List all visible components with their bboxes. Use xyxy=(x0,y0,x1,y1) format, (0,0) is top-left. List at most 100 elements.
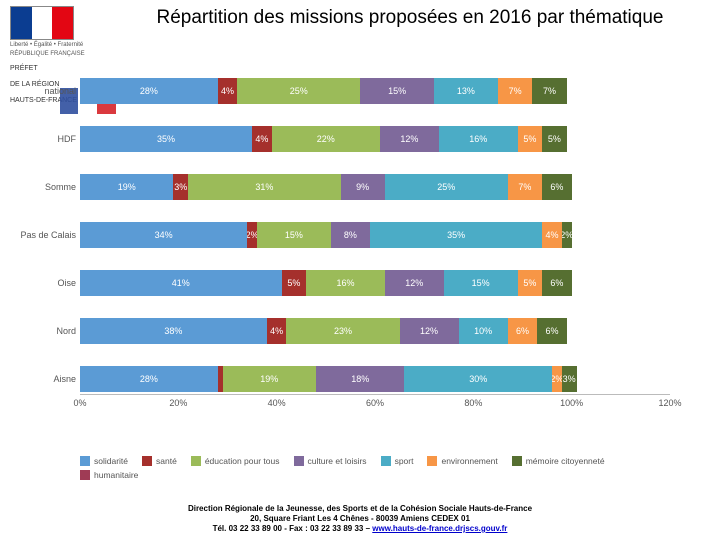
legend-item-solidarite: solidarité xyxy=(80,456,128,466)
bar-segment-memoire: 5% xyxy=(542,126,567,152)
legend-swatch xyxy=(427,456,437,466)
bar-segment-sport: 30% xyxy=(404,366,552,392)
bar-segment-solidarite: 19% xyxy=(80,174,173,200)
row-label: Aisne xyxy=(8,374,76,384)
bar-segment-education: 22% xyxy=(272,126,380,152)
footer-link[interactable]: www.hauts-de-france.drjscs.gouv.fr xyxy=(372,524,507,533)
legend: solidarité santé éducation pour tous cultur… xyxy=(80,456,670,480)
bar-segment-memoire: 6% xyxy=(542,270,572,296)
bar-segment-culture: 15% xyxy=(360,78,434,104)
row-label: Somme xyxy=(8,182,76,192)
legend-label: culture et loisirs xyxy=(308,456,367,466)
legend-label: mémoire citoyenneté xyxy=(526,456,605,466)
logo-motto: Liberté • Égalité • Fraternité xyxy=(10,42,110,49)
bar-segment-sport: 15% xyxy=(444,270,518,296)
chart-row: Nord38%4%23%12%10%6%6% xyxy=(80,318,670,344)
row-label: national xyxy=(8,86,76,96)
bar-segment-sante: 5% xyxy=(282,270,307,296)
stacked-bar: 38%4%23%12%10%6%6% xyxy=(80,318,567,344)
legend-swatch xyxy=(512,456,522,466)
stacked-bar: 28%19%18%30%2%3% xyxy=(80,366,577,392)
bar-segment-education: 31% xyxy=(188,174,340,200)
chart-row: HDF35%4%22%12%16%5%5% xyxy=(80,126,670,152)
footer-line-1: Direction Régionale de la Jeunesse, des … xyxy=(0,504,720,514)
legend-swatch xyxy=(80,456,90,466)
chart-row: Oise41%5%16%12%15%5%6% xyxy=(80,270,670,296)
bar-segment-environnement: 5% xyxy=(518,270,543,296)
stacked-bar: 34%2%15%8%35%4%2% xyxy=(80,222,572,248)
stacked-bar: 19%3%31%9%25%7%6% xyxy=(80,174,572,200)
bar-segment-sport: 25% xyxy=(385,174,508,200)
legend-label: environnement xyxy=(441,456,497,466)
bar-segment-memoire: 6% xyxy=(542,174,572,200)
bar-segment-education: 23% xyxy=(286,318,399,344)
chart: national28%4%25%15%13%7%7%HDF35%4%22%12%… xyxy=(80,78,670,438)
bar-segment-culture: 12% xyxy=(400,318,459,344)
bar-segment-culture: 8% xyxy=(331,222,370,248)
legend-swatch xyxy=(80,470,90,480)
bar-segment-solidarite: 28% xyxy=(80,366,218,392)
legend-label: sport xyxy=(395,456,414,466)
prefet-line1: PRÉFET xyxy=(10,65,110,73)
row-label: HDF xyxy=(8,134,76,144)
legend-swatch xyxy=(294,456,304,466)
legend-item-education: éducation pour tous xyxy=(191,456,280,466)
x-tick: 100% xyxy=(560,398,583,408)
bar-segment-solidarite: 34% xyxy=(80,222,247,248)
bar-segment-environnement: 7% xyxy=(498,78,532,104)
chart-row: Somme19%3%31%9%25%7%6% xyxy=(80,174,670,200)
bar-segment-culture: 12% xyxy=(385,270,444,296)
x-tick: 20% xyxy=(169,398,187,408)
x-tick: 60% xyxy=(366,398,384,408)
row-label: Oise xyxy=(8,278,76,288)
x-tick: 80% xyxy=(464,398,482,408)
bar-segment-education: 15% xyxy=(257,222,331,248)
bar-segment-environnement: 6% xyxy=(508,318,538,344)
chart-row: national28%4%25%15%13%7%7% xyxy=(80,78,670,104)
legend-item-culture: culture et loisirs xyxy=(294,456,367,466)
bar-segment-environnement: 2% xyxy=(552,366,562,392)
legend-label: santé xyxy=(156,456,177,466)
bar-segment-memoire: 2% xyxy=(562,222,572,248)
bar-segment-environnement: 7% xyxy=(508,174,542,200)
legend-item-sport: sport xyxy=(381,456,414,466)
bar-segment-memoire: 6% xyxy=(537,318,567,344)
x-tick: 40% xyxy=(268,398,286,408)
legend-item-sante: santé xyxy=(142,456,177,466)
bar-segment-sante: 4% xyxy=(267,318,287,344)
legend-swatch xyxy=(142,456,152,466)
bar-segment-solidarite: 35% xyxy=(80,126,252,152)
logo-republique: RÉPUBLIQUE FRANÇAISE xyxy=(10,51,110,58)
bar-segment-sante: 2% xyxy=(247,222,257,248)
legend-item-environnement: environnement xyxy=(427,456,497,466)
legend-label: éducation pour tous xyxy=(205,456,280,466)
bar-segment-solidarite: 38% xyxy=(80,318,267,344)
x-tick: 120% xyxy=(658,398,681,408)
stacked-bar: 41%5%16%12%15%5%6% xyxy=(80,270,572,296)
bar-segment-sante: 4% xyxy=(218,78,238,104)
row-label: Pas de Calais xyxy=(8,230,76,240)
bar-segment-culture: 12% xyxy=(380,126,439,152)
bar-segment-sport: 16% xyxy=(439,126,518,152)
bar-segment-sante: 4% xyxy=(252,126,272,152)
legend-label: solidarité xyxy=(94,456,128,466)
bar-segment-memoire: 7% xyxy=(532,78,566,104)
chart-title: Répartition des missions proposées en 20… xyxy=(120,6,700,30)
footer-line-2: 20, Square Friant Les 4 Chênes - 80039 A… xyxy=(0,514,720,524)
bar-segment-education: 19% xyxy=(223,366,316,392)
bar-segment-solidarite: 41% xyxy=(80,270,282,296)
bar-segment-environnement: 4% xyxy=(542,222,562,248)
legend-swatch xyxy=(381,456,391,466)
bar-segment-memoire: 3% xyxy=(562,366,577,392)
bar-segment-education: 16% xyxy=(306,270,385,296)
stacked-bar: 28%4%25%15%13%7%7% xyxy=(80,78,567,104)
bar-segment-sport: 10% xyxy=(459,318,508,344)
chart-row: Aisne28%19%18%30%2%3% xyxy=(80,366,670,392)
legend-swatch xyxy=(191,456,201,466)
bar-segment-environnement: 5% xyxy=(518,126,543,152)
legend-label: humanitaire xyxy=(94,470,138,480)
stacked-bar: 35%4%22%12%16%5%5% xyxy=(80,126,567,152)
bar-segment-culture: 18% xyxy=(316,366,405,392)
tricolor-flag xyxy=(10,6,74,40)
footer: Direction Régionale de la Jeunesse, des … xyxy=(0,504,720,534)
